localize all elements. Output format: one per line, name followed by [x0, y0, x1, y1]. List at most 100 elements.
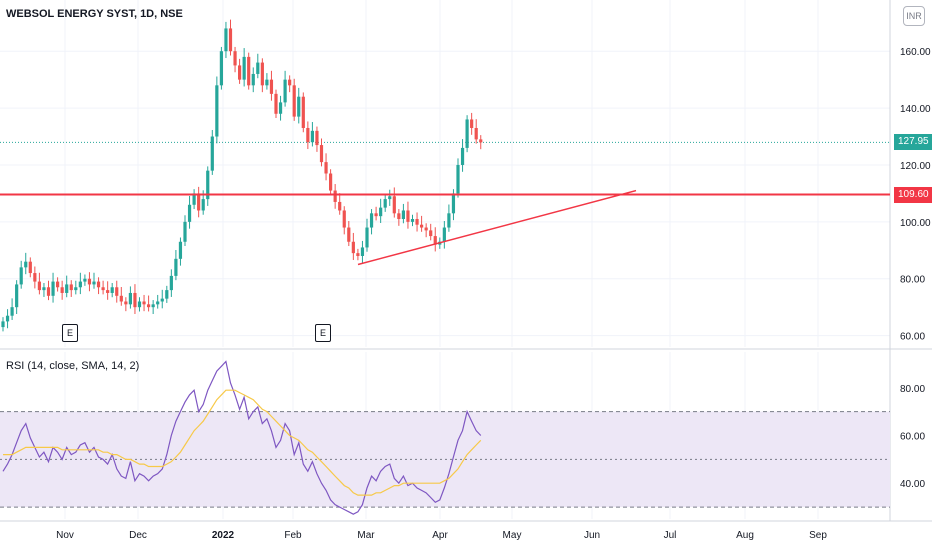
candle-body [338, 201, 342, 211]
candle [247, 52, 251, 90]
symbol-title: WEBSOL ENERGY SYST, 1D, NSE [6, 8, 183, 20]
candle-body [410, 219, 415, 222]
candle [219, 46, 223, 90]
candle-body [24, 261, 28, 268]
candle [51, 272, 55, 303]
candle [392, 187, 396, 218]
candle [106, 281, 110, 300]
candle-body [201, 199, 205, 211]
candle-body [329, 173, 333, 191]
rsi-tick-label: 60.00 [900, 432, 925, 443]
candle [10, 298, 14, 320]
candle [306, 121, 310, 150]
candle [92, 272, 96, 289]
candle [460, 139, 465, 172]
candle [56, 277, 60, 292]
candle-body [1, 321, 5, 328]
candle-body [433, 236, 437, 245]
candle [479, 135, 483, 150]
candle [274, 89, 278, 119]
candle [78, 272, 82, 295]
candle-body [392, 196, 396, 214]
candle-body [460, 147, 465, 165]
candle-body [92, 281, 96, 285]
candle [192, 189, 196, 210]
candle-body [28, 261, 32, 274]
level-price-tag: 109.60 [894, 186, 932, 203]
candle-body [124, 301, 128, 305]
candle [1, 317, 5, 332]
candle-body [297, 96, 301, 117]
candle-body [42, 287, 46, 291]
candle [347, 220, 351, 247]
candle [28, 257, 32, 278]
candle-body [15, 284, 19, 308]
rsi-sma-line [3, 389, 482, 496]
candle [96, 277, 101, 295]
candle [238, 58, 242, 84]
candle-body [187, 204, 192, 222]
candle [301, 92, 305, 133]
candle-body [192, 193, 196, 205]
candle-body [147, 304, 151, 308]
candle-body [238, 65, 242, 80]
candle [5, 309, 10, 329]
candle-body [288, 79, 292, 86]
time-tick-label: Aug [736, 530, 754, 541]
candle [151, 300, 155, 315]
candle-body [101, 287, 105, 291]
candle-body [283, 79, 287, 103]
candle-body [33, 273, 37, 282]
candle-body [365, 227, 369, 248]
candle-body [251, 73, 255, 86]
candle-body [415, 219, 419, 225]
candle [397, 209, 401, 226]
time-tick-label: Nov [56, 530, 74, 541]
candle [87, 272, 92, 292]
candle [83, 274, 87, 286]
price-tick-label: 160.00 [900, 47, 931, 58]
candle [433, 227, 437, 252]
candle [37, 272, 41, 295]
candle-body [442, 227, 446, 242]
candle-body [324, 162, 328, 174]
candle-body [46, 287, 51, 296]
candle [128, 286, 132, 309]
earnings-marker[interactable]: E [315, 324, 331, 342]
rsi-label: RSI (14, close, SMA, 14, 2) [6, 360, 140, 372]
candle [356, 248, 360, 261]
candle-body [247, 56, 251, 86]
candle-body [397, 213, 401, 220]
candle [178, 237, 183, 266]
price-tick-label: 120.00 [900, 161, 931, 172]
candle-body [83, 278, 87, 282]
trend-line [357, 189, 637, 266]
candle-body [69, 284, 73, 291]
candle-body [142, 301, 146, 305]
candle [15, 280, 19, 315]
candle [156, 294, 160, 309]
candle [183, 215, 187, 247]
candle [160, 289, 164, 309]
candle-body [360, 247, 365, 256]
candle [46, 280, 51, 301]
candle-body [197, 193, 201, 211]
candle-body [401, 210, 405, 220]
candle-body [10, 307, 14, 316]
current-price-tag: 127.95 [894, 134, 932, 151]
candle-body [278, 102, 283, 114]
rsi-tick-label: 80.00 [900, 384, 925, 395]
earnings-marker[interactable]: E [62, 324, 78, 342]
time-tick-label: Feb [284, 530, 302, 541]
candle-body [292, 85, 296, 117]
candle [251, 67, 255, 93]
time-tick-label: Jun [584, 530, 600, 541]
candle-body [37, 281, 41, 291]
candle [429, 223, 433, 241]
candle-body [87, 278, 92, 285]
candle [365, 218, 369, 252]
candle [33, 266, 37, 289]
candle [215, 76, 219, 144]
candle [342, 206, 346, 235]
currency-button[interactable]: INR [903, 6, 925, 26]
